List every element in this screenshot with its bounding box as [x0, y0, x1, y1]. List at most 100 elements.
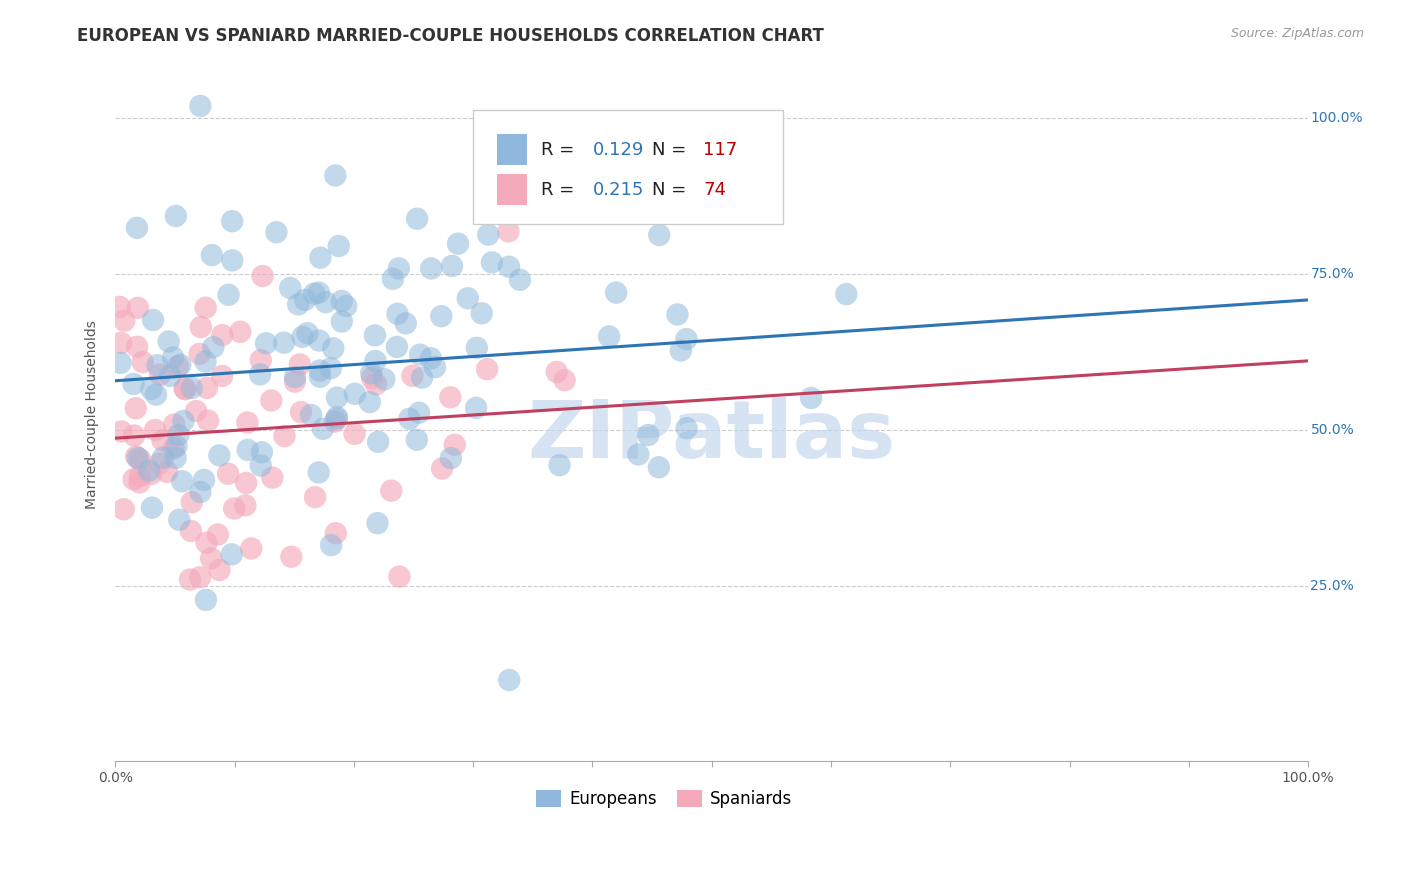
Point — [200, 551, 222, 566]
Point — [221, 548, 243, 562]
Point — [172, 475, 194, 489]
Point — [546, 365, 568, 379]
Point — [190, 99, 212, 113]
Point — [211, 368, 233, 383]
Text: 117: 117 — [703, 141, 738, 160]
Point — [475, 362, 498, 376]
Point — [430, 461, 453, 475]
Point — [465, 341, 488, 355]
Point — [381, 272, 404, 286]
Point — [193, 473, 215, 487]
Point — [112, 502, 135, 516]
Point — [218, 287, 240, 301]
Point — [166, 359, 188, 374]
Point — [605, 285, 627, 300]
Point — [190, 320, 212, 334]
Text: 0.129: 0.129 — [592, 141, 644, 160]
Point — [163, 417, 186, 432]
Point — [165, 450, 187, 465]
Point — [420, 261, 443, 276]
FancyBboxPatch shape — [472, 110, 783, 225]
Point — [304, 286, 326, 301]
Point — [325, 412, 347, 426]
Point — [180, 524, 202, 538]
Point — [287, 297, 309, 311]
Point — [477, 227, 499, 242]
Point — [395, 317, 418, 331]
Point — [308, 285, 330, 300]
Point — [229, 325, 252, 339]
Point — [439, 390, 461, 404]
Point — [108, 300, 131, 314]
Point — [366, 516, 388, 530]
Point — [299, 408, 322, 422]
Point — [465, 401, 488, 415]
Y-axis label: Married-couple Households: Married-couple Households — [86, 320, 100, 509]
Point — [159, 369, 181, 384]
Point — [284, 370, 307, 384]
Text: 75.0%: 75.0% — [1310, 268, 1354, 281]
Point — [364, 354, 387, 368]
Point — [440, 451, 463, 466]
Text: 50.0%: 50.0% — [1310, 424, 1354, 437]
Point — [221, 214, 243, 228]
Point — [252, 268, 274, 283]
Point — [312, 422, 335, 436]
Point — [122, 472, 145, 486]
Point — [423, 360, 446, 375]
Text: R =: R = — [541, 181, 581, 199]
Point — [280, 549, 302, 564]
Point — [675, 332, 697, 346]
Point — [637, 428, 659, 442]
Point — [235, 499, 257, 513]
Point — [138, 464, 160, 478]
Point — [406, 211, 429, 226]
Point — [141, 467, 163, 481]
Point — [498, 224, 520, 238]
Point — [648, 460, 671, 475]
Point — [125, 220, 148, 235]
Point — [190, 485, 212, 500]
Point — [343, 386, 366, 401]
Point — [330, 314, 353, 328]
Point — [447, 236, 470, 251]
Point — [457, 291, 479, 305]
Point — [174, 382, 197, 396]
Point — [401, 368, 423, 383]
Point — [148, 457, 170, 471]
Text: 25.0%: 25.0% — [1310, 580, 1354, 593]
Point — [260, 393, 283, 408]
Point — [498, 260, 520, 274]
Text: ZIPatlas: ZIPatlas — [527, 397, 896, 475]
Text: 0.215: 0.215 — [592, 181, 644, 199]
Point — [388, 261, 411, 276]
Point — [361, 371, 384, 385]
Point — [194, 301, 217, 315]
Point — [221, 253, 243, 268]
Point — [249, 353, 271, 368]
Point — [202, 340, 225, 354]
Point — [139, 382, 162, 396]
Point — [290, 405, 312, 419]
Point — [184, 404, 207, 418]
Point — [217, 467, 239, 481]
Point — [343, 426, 366, 441]
Legend: Europeans, Spaniards: Europeans, Spaniards — [529, 783, 799, 815]
Point — [359, 395, 381, 409]
Point — [162, 442, 184, 456]
Point — [149, 368, 172, 382]
Text: N =: N = — [652, 141, 692, 160]
Point — [288, 358, 311, 372]
Point — [129, 452, 152, 467]
Point — [173, 381, 195, 395]
Point — [408, 406, 430, 420]
Point — [250, 445, 273, 459]
Point — [326, 391, 349, 405]
Point — [325, 169, 347, 183]
Point — [110, 356, 132, 370]
Point — [152, 450, 174, 465]
Point — [195, 535, 218, 549]
Point — [129, 469, 152, 483]
Point — [194, 592, 217, 607]
Point — [364, 328, 387, 343]
